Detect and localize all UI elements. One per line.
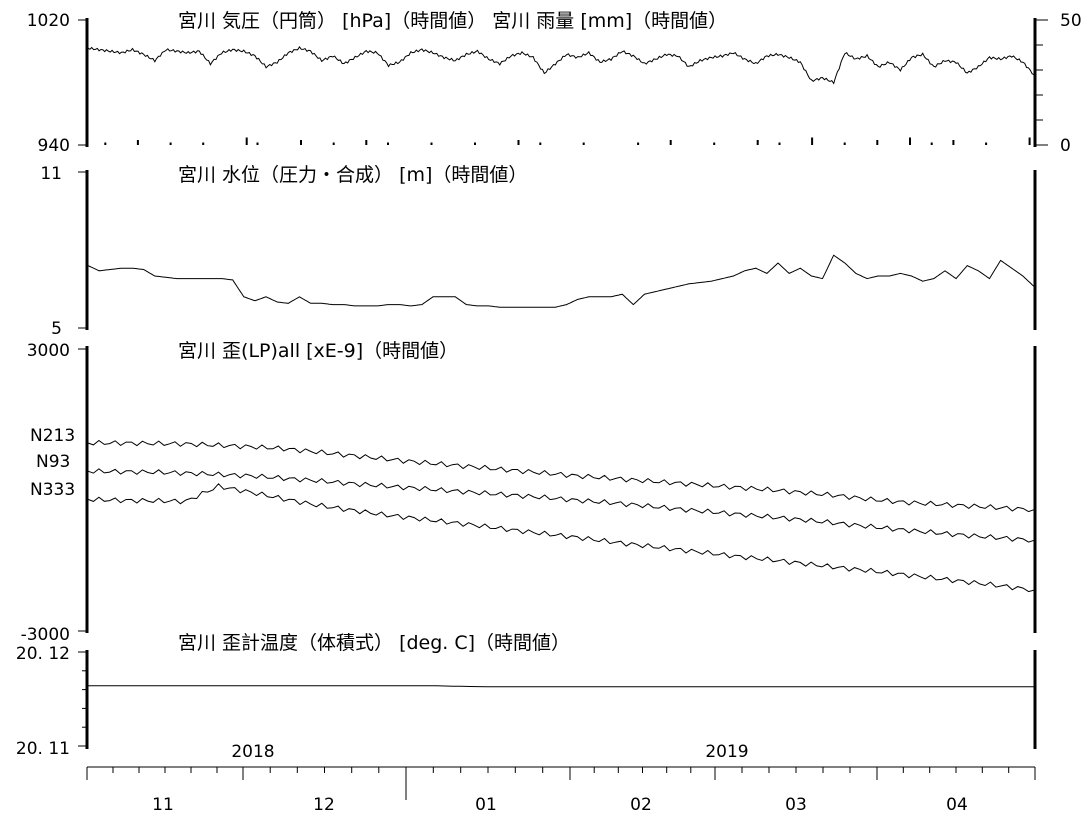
rainfall-bar bbox=[930, 142, 933, 145]
rainfall-bar bbox=[909, 137, 911, 145]
rainfall-bar bbox=[245, 137, 248, 145]
pressure-series-line bbox=[87, 46, 1035, 85]
panel-strain: 宮川 歪(LP)all [xE-9]（時間値） 3000 -3000 N213 … bbox=[21, 340, 1037, 645]
strain-label-n93: N93 bbox=[36, 452, 70, 472]
rainfall-bar bbox=[1028, 137, 1031, 145]
panel-pressure: 宮川 気圧（円筒） [hPa]（時間値） 宮川 雨量 [mm]（時間値） 102… bbox=[27, 10, 1082, 156]
rainfall-bar bbox=[539, 142, 542, 145]
rainfall-bar bbox=[876, 140, 879, 145]
rainfall-tick-label-bottom: 0 bbox=[1060, 136, 1071, 156]
water-level-tick-label-bottom: 5 bbox=[51, 319, 62, 339]
rainfall-bar bbox=[169, 142, 172, 145]
panel-pressure-title: 宮川 気圧（円筒） [hPa]（時間値） 宮川 雨量 [mm]（時間値） bbox=[178, 10, 727, 32]
month-label-11: 11 bbox=[152, 795, 174, 815]
rainfall-bars bbox=[104, 137, 1031, 145]
rainfall-bar bbox=[365, 140, 368, 145]
rainfall-bar bbox=[843, 142, 846, 145]
rainfall-bar bbox=[985, 142, 988, 145]
rainfall-bar bbox=[756, 140, 759, 145]
rainfall-bar bbox=[669, 140, 672, 145]
time-axis: 2018 2019 11 12 01 02 03 04 bbox=[86, 742, 1036, 815]
rainfall-bar bbox=[517, 140, 520, 145]
temperature-minor-ticks bbox=[82, 670, 87, 728]
month-label-12: 12 bbox=[313, 795, 335, 815]
pressure-tick-label-bottom: 940 bbox=[38, 136, 70, 156]
strain-label-n333: N333 bbox=[30, 480, 75, 500]
strain-tick-label-top: 3000 bbox=[27, 341, 70, 361]
water-level-series-line bbox=[87, 254, 1035, 308]
rainfall-bar bbox=[811, 137, 814, 145]
rainfall-bar bbox=[332, 142, 335, 145]
month-label-01: 01 bbox=[475, 795, 497, 815]
rainfall-bar bbox=[104, 142, 107, 145]
rainfall-bar bbox=[256, 142, 259, 145]
month-label-04: 04 bbox=[946, 795, 968, 815]
panel-temperature: 宮川 歪計温度（体積式） [deg. C]（時間値） 20. 12 20. 11 bbox=[16, 632, 1037, 759]
temperature-tick-label-top: 20. 12 bbox=[16, 644, 70, 664]
rainfall-bar bbox=[713, 142, 716, 145]
pressure-tick-label-top: 1020 bbox=[27, 11, 70, 31]
strain-series-n213 bbox=[87, 439, 1035, 513]
panel-water-level: 宮川 水位（圧力・合成） [m]（時間値） 11 5 bbox=[40, 164, 1037, 339]
strain-series-n333 bbox=[87, 483, 1035, 593]
temperature-series-line bbox=[88, 685, 1034, 688]
rainfall-bar bbox=[430, 142, 433, 145]
rainfall-tick-label-top: 50 bbox=[1060, 11, 1082, 31]
strain-label-n213: N213 bbox=[30, 426, 75, 446]
strain-series-n93 bbox=[87, 468, 1035, 543]
rainfall-bar bbox=[582, 142, 585, 145]
rainfall-bar bbox=[637, 142, 640, 145]
day-ticks bbox=[86, 767, 1036, 780]
year-label-2018: 2018 bbox=[231, 742, 274, 762]
rainfall-bar bbox=[202, 142, 205, 145]
panel-strain-title: 宮川 歪(LP)all [xE-9]（時間値） bbox=[178, 340, 458, 362]
panel-water-level-title: 宮川 水位（圧力・合成） [m]（時間値） bbox=[178, 164, 527, 186]
panel-temperature-title: 宮川 歪計温度（体積式） [deg. C]（時間値） bbox=[178, 632, 570, 654]
month-label-02: 02 bbox=[630, 795, 652, 815]
temperature-tick-label-bottom: 20. 11 bbox=[16, 739, 70, 759]
rainfall-bar bbox=[300, 140, 302, 145]
strain-tick-label-bottom: -3000 bbox=[21, 625, 70, 645]
rainfall-bar bbox=[474, 142, 476, 145]
year-label-2019: 2019 bbox=[705, 742, 748, 762]
rainfall-minor-ticks bbox=[1035, 19, 1048, 146]
rainfall-bar bbox=[387, 142, 389, 145]
rainfall-bar bbox=[778, 142, 781, 145]
rainfall-bar bbox=[136, 140, 139, 145]
rainfall-bar bbox=[952, 140, 955, 145]
month-label-03: 03 bbox=[785, 795, 807, 815]
water-level-tick-label-top: 11 bbox=[40, 164, 62, 184]
